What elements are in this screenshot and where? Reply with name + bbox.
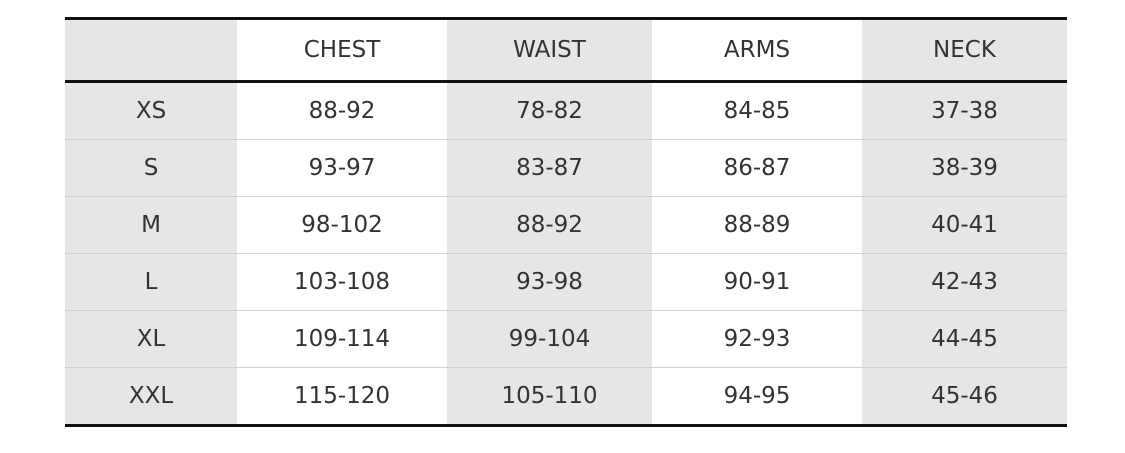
measurement-cell: 99-104 <box>447 310 652 368</box>
measurement-cell: 44-45 <box>862 310 1067 368</box>
table-row: S 93-97 83-87 86-87 38-39 <box>65 139 1067 197</box>
measurement-cell: 88-92 <box>447 196 652 254</box>
measurement-cell: 109-114 <box>237 310 447 368</box>
size-label: XS <box>65 81 237 140</box>
table-row: M 98-102 88-92 88-89 40-41 <box>65 196 1067 254</box>
header-corner <box>65 18 237 82</box>
table-row: XXL 115-120 105-110 94-95 45-46 <box>65 367 1067 426</box>
header-row: CHEST WAIST ARMS NECK <box>65 18 1067 82</box>
size-label: M <box>65 196 237 254</box>
size-chart-table: CHEST WAIST ARMS NECK XS 88-92 78-82 84-85 37-3… <box>65 17 1067 427</box>
size-label: XL <box>65 310 237 368</box>
size-label: L <box>65 253 237 311</box>
size-label: XXL <box>65 367 237 426</box>
measurement-cell: 83-87 <box>447 139 652 197</box>
measurement-cell: 103-108 <box>237 253 447 311</box>
measurement-cell: 93-98 <box>447 253 652 311</box>
measurement-cell: 42-43 <box>862 253 1067 311</box>
table-row: XL 109-114 99-104 92-93 44-45 <box>65 310 1067 368</box>
measurement-cell: 94-95 <box>652 367 862 426</box>
measurement-cell: 90-91 <box>652 253 862 311</box>
table-row: L 103-108 93-98 90-91 42-43 <box>65 253 1067 311</box>
measurement-cell: 45-46 <box>862 367 1067 426</box>
measurement-cell: 105-110 <box>447 367 652 426</box>
header-waist: WAIST <box>447 18 652 82</box>
measurement-cell: 40-41 <box>862 196 1067 254</box>
measurement-cell: 88-89 <box>652 196 862 254</box>
measurement-cell: 86-87 <box>652 139 862 197</box>
table-row: XS 88-92 78-82 84-85 37-38 <box>65 81 1067 140</box>
measurement-cell: 115-120 <box>237 367 447 426</box>
size-label: S <box>65 139 237 197</box>
measurement-cell: 38-39 <box>862 139 1067 197</box>
header-neck: NECK <box>862 18 1067 82</box>
measurement-cell: 88-92 <box>308 98 376 124</box>
measurement-cell: 84-85 <box>723 98 791 124</box>
header-chest: CHEST <box>303 37 381 63</box>
header-arms: ARMS <box>723 37 791 63</box>
measurement-cell: 92-93 <box>652 310 862 368</box>
measurement-cell: 78-82 <box>447 81 652 140</box>
measurement-cell: 93-97 <box>237 139 447 197</box>
measurement-cell: 37-38 <box>862 81 1067 140</box>
measurement-cell: 98-102 <box>237 196 447 254</box>
